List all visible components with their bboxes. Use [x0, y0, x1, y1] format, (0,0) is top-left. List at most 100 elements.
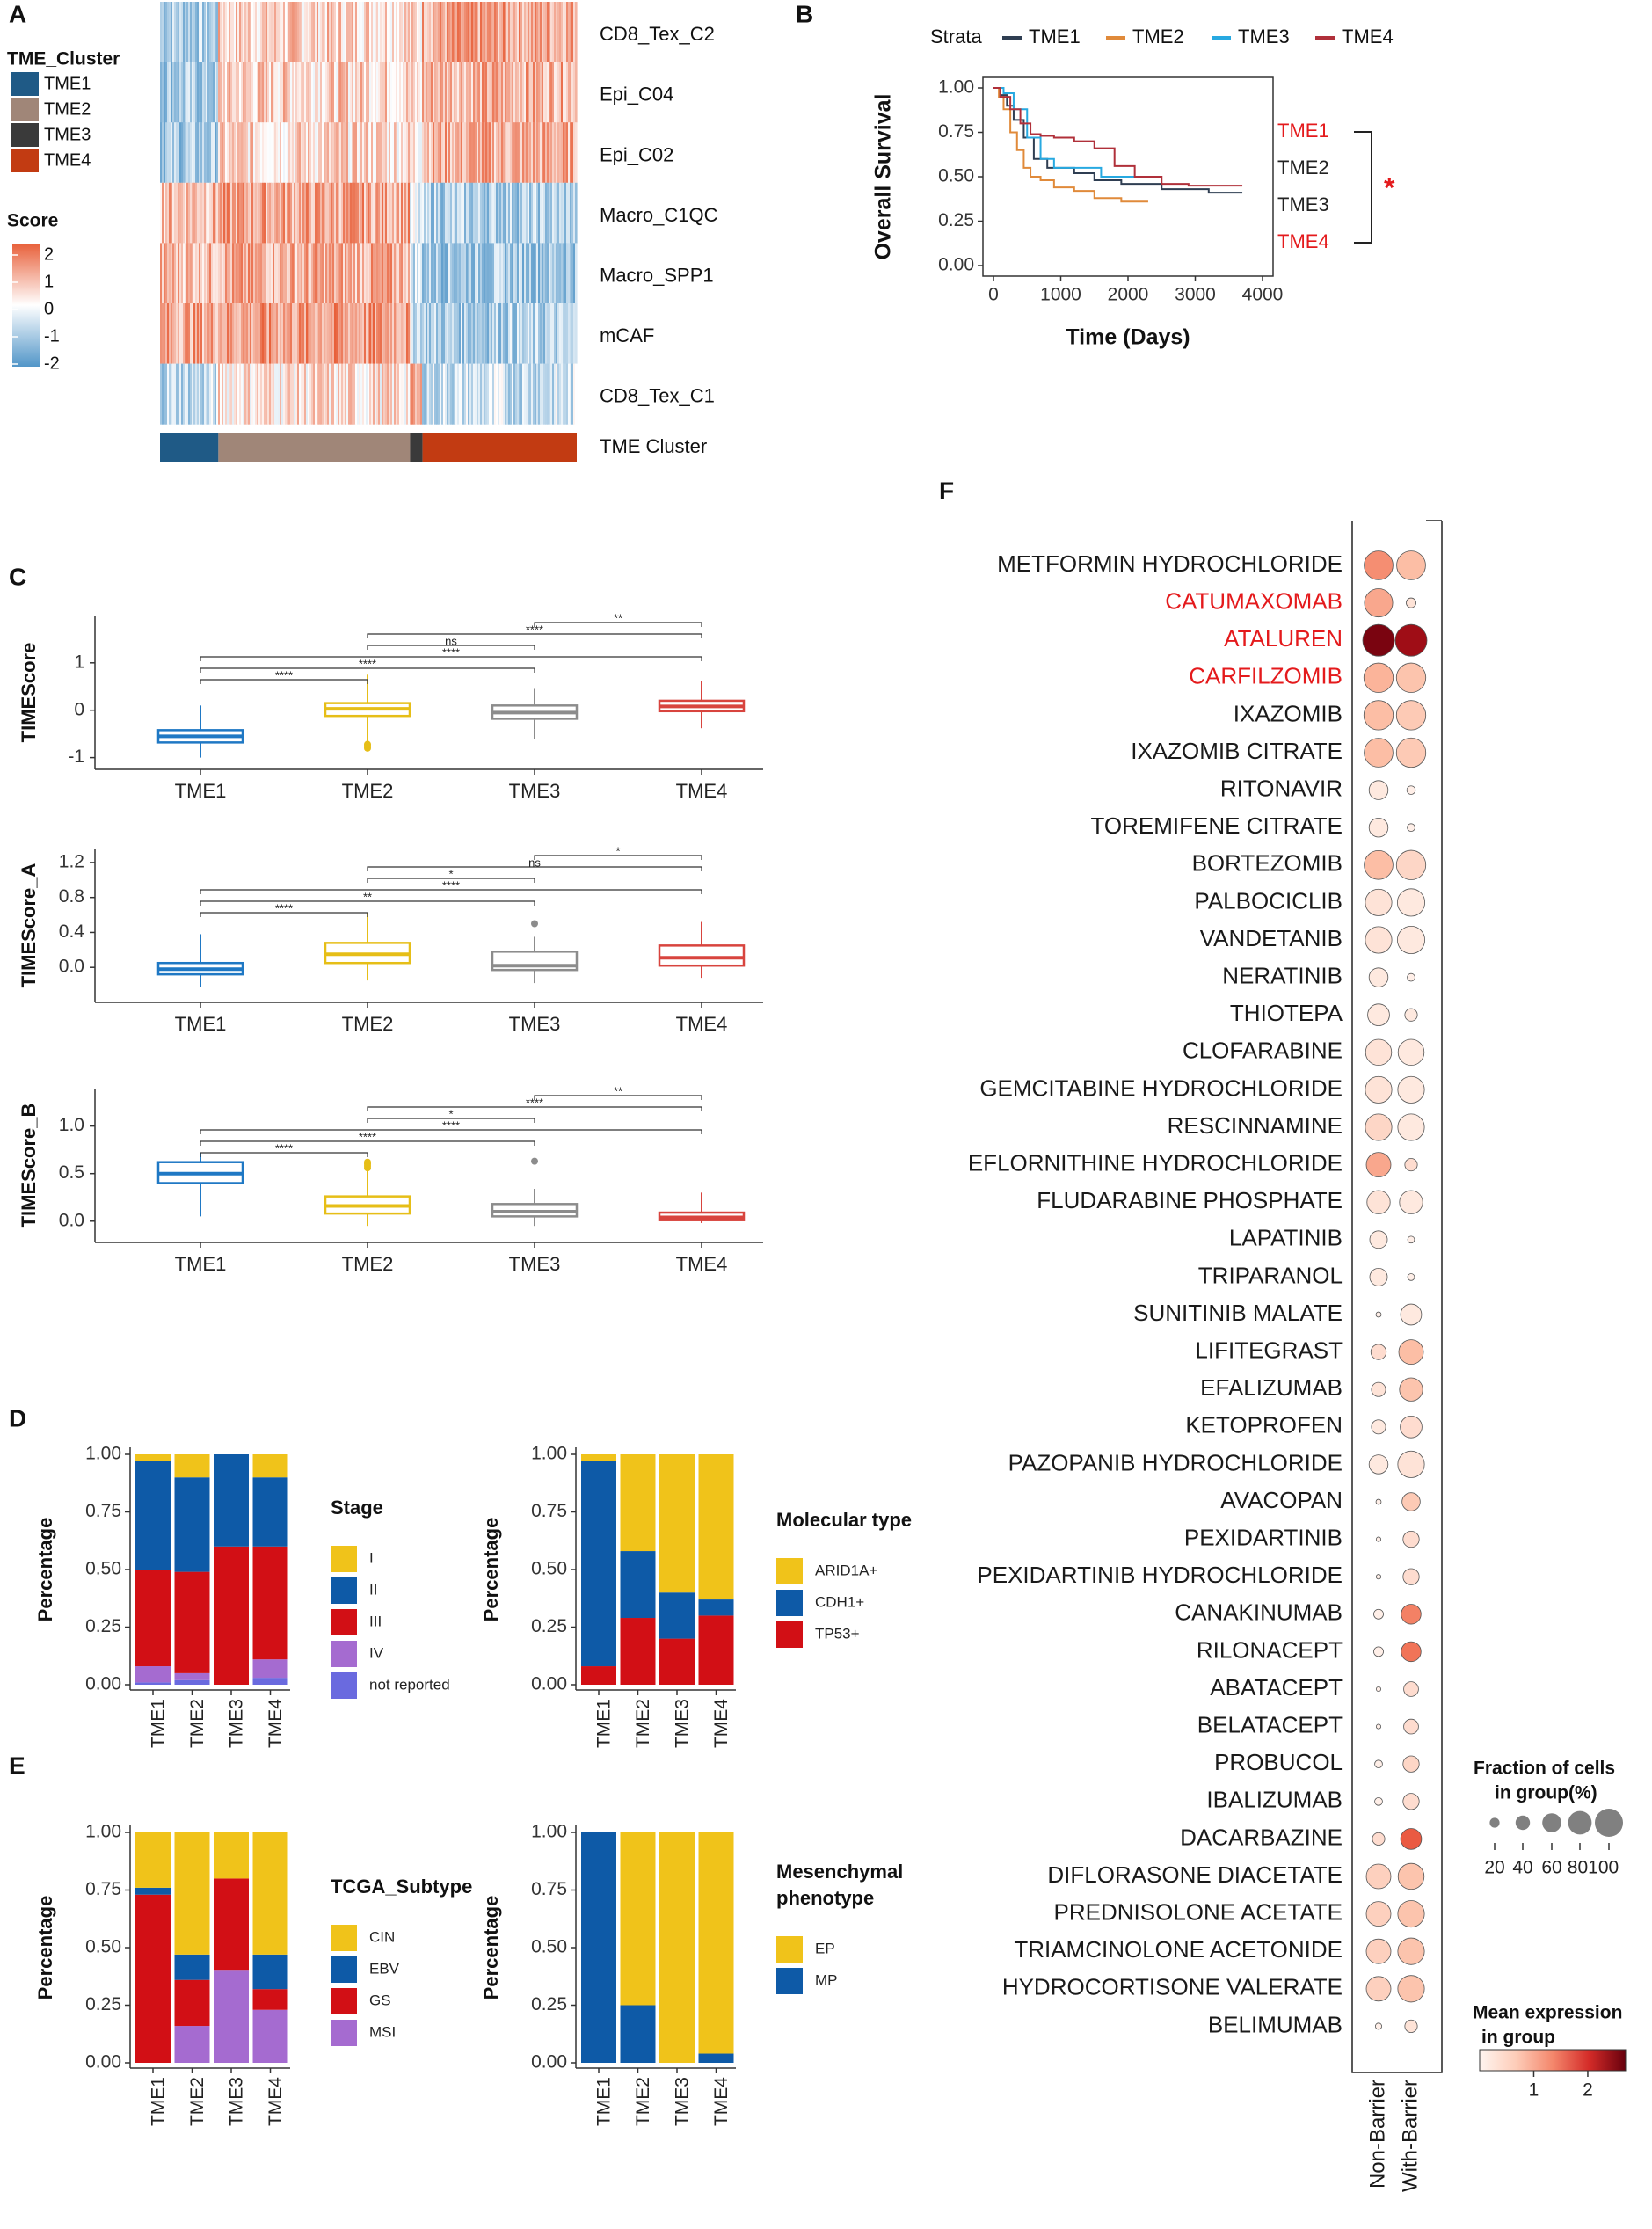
heatmap-cell	[327, 2, 330, 63]
heatmap-cell	[387, 182, 389, 244]
heatmap-cell	[478, 243, 481, 304]
heatmap-cell	[364, 303, 367, 365]
heatmap-cell	[478, 2, 481, 63]
dot-with-barrier	[1397, 1450, 1425, 1478]
heatmap-cell	[492, 62, 495, 123]
heatmap-cell	[251, 363, 254, 425]
heatmap-cell	[573, 363, 576, 425]
box-x-tick-label: TME4	[676, 1253, 728, 1275]
heatmap-cell	[452, 122, 455, 184]
box-outlier	[531, 1157, 538, 1165]
heatmap-cell	[220, 243, 222, 304]
heatmap-cell	[471, 122, 474, 184]
heatmap-cell	[237, 182, 240, 244]
heatmap-cell	[531, 2, 534, 63]
heatmap-cell	[176, 2, 178, 63]
heatmap-cell	[383, 122, 386, 184]
heatmap-cell	[373, 122, 375, 184]
heatmap-cell	[404, 363, 407, 425]
heatmap-cell	[424, 62, 426, 123]
drug-label: BORTEZOMIB	[1192, 850, 1343, 877]
heatmap-cell	[179, 62, 182, 123]
heatmap-cell	[251, 62, 254, 123]
heatmap-cell	[505, 363, 507, 425]
heatmap-cell	[535, 2, 537, 63]
heatmap-cell	[287, 62, 289, 123]
heatmap-cell	[477, 182, 479, 244]
heatmap-cell	[336, 303, 338, 365]
stack-segment-i	[252, 1454, 288, 1478]
heatmap-cell	[475, 62, 477, 123]
heatmap-cell	[499, 122, 502, 184]
heatmap-cell	[431, 243, 433, 304]
heatmap-cell	[494, 2, 497, 63]
heatmap-cell	[213, 122, 215, 184]
heatmap-cell	[498, 122, 500, 184]
heatmap-cell	[480, 122, 483, 184]
drug-label: TRIAMCINOLONE ACETONIDE	[1014, 1936, 1343, 1963]
heatmap-cell	[448, 243, 451, 304]
heatmap-cell	[368, 2, 370, 63]
heatmap-cell	[202, 363, 205, 425]
heatmap-cell	[480, 182, 483, 244]
heatmap-cell	[389, 303, 391, 365]
heatmap-cell	[369, 363, 372, 425]
heatmap-cell	[325, 363, 328, 425]
heatmap-cell	[411, 62, 414, 123]
heatmap-cell	[498, 303, 500, 365]
heatmap-cell	[353, 62, 356, 123]
heatmap-cell	[454, 122, 456, 184]
heatmap-cell	[255, 2, 258, 63]
heatmap-cell	[571, 182, 574, 244]
heatmap-cell	[406, 363, 409, 425]
heatmap-cell	[468, 303, 470, 365]
heatmap-cell	[181, 182, 184, 244]
heatmap-cell	[341, 363, 344, 425]
heatmap-cell	[260, 243, 263, 304]
heatmap-cell	[195, 303, 198, 365]
heatmap-cell	[498, 182, 500, 244]
heatmap-cell	[415, 2, 418, 63]
heatmap-cell	[213, 303, 215, 365]
heatmap-cell	[433, 182, 435, 244]
heatmap-cell	[258, 62, 261, 123]
heatmap-cell	[258, 243, 261, 304]
heatmap-cell	[478, 122, 481, 184]
heatmap-cell	[234, 2, 237, 63]
heatmap-cell	[197, 243, 200, 304]
heatmap-cell	[188, 182, 191, 244]
heatmap-cell	[309, 243, 312, 304]
heatmap-cell	[471, 243, 474, 304]
heatmap-cell	[350, 2, 353, 63]
heatmap-cell	[550, 62, 553, 123]
stack-legend-swatch	[331, 1956, 357, 1983]
cluster-bar-tme2	[218, 433, 411, 462]
heatmap-cell	[302, 243, 305, 304]
comparison-label: ns	[445, 634, 457, 647]
drug-label: LIFITEGRAST	[1195, 1337, 1343, 1363]
dot-non-barrier	[1375, 1536, 1382, 1542]
heatmap-cell	[496, 363, 499, 425]
heatmap-cell	[510, 303, 513, 365]
heatmap-cell	[403, 2, 405, 63]
heatmap-cell	[160, 303, 163, 365]
heatmap-cell	[547, 122, 549, 184]
heatmap-cell	[239, 243, 242, 304]
heatmap-cell	[535, 303, 537, 365]
heatmap-cell	[496, 122, 499, 184]
heatmap-cell	[302, 303, 305, 365]
heatmap-cell	[563, 2, 565, 63]
heatmap-cell	[450, 62, 453, 123]
heatmap-cell	[468, 363, 470, 425]
heatmap-cell	[522, 303, 525, 365]
heatmap-cell	[529, 2, 532, 63]
stack-legend-title: Stage	[331, 1497, 383, 1519]
heatmap-cell	[318, 243, 321, 304]
dot-non-barrier	[1365, 888, 1393, 916]
heatmap-cell	[171, 303, 173, 365]
heatmap-cell	[543, 303, 546, 365]
heatmap-cell	[373, 62, 375, 123]
heatmap-cell	[471, 2, 474, 63]
heatmap-cell	[164, 62, 166, 123]
heatmap-cell	[352, 182, 354, 244]
